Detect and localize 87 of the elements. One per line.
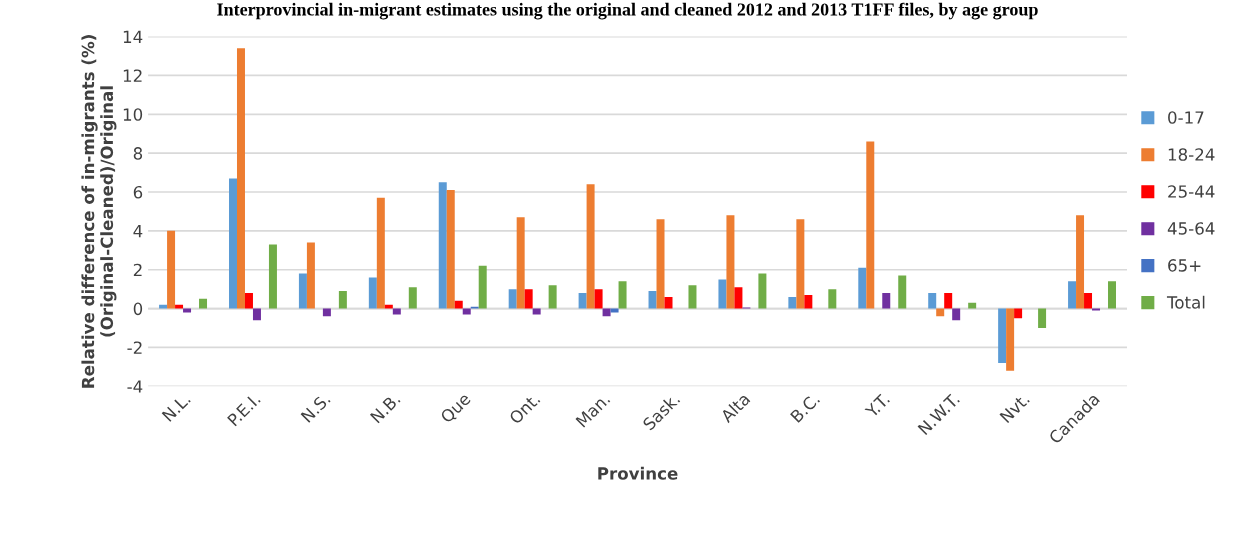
x-tick-label: N.S. [300,392,331,423]
bar [229,178,237,309]
bar [858,267,867,309]
bar [446,190,455,309]
bar [454,300,463,309]
legend-label: 0-17 [1168,111,1204,124]
y-tick-label: 2 [133,263,142,277]
y-tick-label: -4 [127,380,143,393]
legend-label: 65+ [1168,259,1201,272]
bar [167,230,176,309]
bar [578,293,587,309]
bar [524,289,533,309]
bar [298,273,307,309]
y-tick-label: -2 [127,341,142,354]
bar [322,308,331,317]
legend-label: 25-44 [1168,185,1215,198]
bar [688,285,697,309]
x-tick-label: B.C. [789,392,821,423]
bar [664,296,673,309]
x-tick-label: Alta [719,392,751,424]
x-tick-label: Que [439,391,473,425]
bar [828,289,837,309]
bar [1006,308,1015,371]
x-tick-label: Nvt. [999,392,1030,424]
x-tick-label: N.B. [369,392,401,424]
bar [928,293,937,309]
bar [602,308,611,317]
x-tick-label: Ont. [508,392,541,425]
bar [968,302,977,309]
bar [594,289,603,309]
y-tick-label: 12 [123,69,142,82]
legend-label: 18-24 [1168,148,1215,161]
bar [586,184,595,309]
bar [1084,293,1093,309]
bar [1108,281,1116,309]
legend-label: Total [1166,295,1205,309]
y-tick-label: 10 [123,108,143,121]
bar [734,287,743,309]
bar [252,308,261,321]
bar [998,308,1007,363]
legend-label: 45-64 [1167,222,1215,235]
bar [944,293,953,309]
bar [199,298,208,309]
bar [516,217,525,309]
bar [1068,281,1077,309]
y-tick-label: 8 [133,147,143,160]
bar [376,197,385,309]
bar [478,265,487,309]
bar [508,289,517,309]
bar [438,182,447,309]
bar [648,291,657,309]
bar [175,304,184,309]
y-axis-title: Relative difference of in-migrants (%) (Original-Cleaned)/Original [81,35,117,388]
bar [656,219,665,309]
bar [758,273,767,309]
bar [236,48,245,309]
bar [1038,308,1047,328]
x-axis-title: Province [598,466,678,480]
bar [548,285,557,309]
bar [898,275,907,309]
bar [882,293,891,309]
bar [1076,215,1085,309]
bar [936,308,945,317]
bar [866,141,875,309]
bar [804,294,813,309]
bar [159,304,168,309]
bar [1014,308,1023,319]
bar [788,296,797,309]
bar [268,244,277,309]
bar [368,277,377,309]
bar [796,219,805,309]
y-tick-label: 0 [133,302,143,316]
bar [952,308,961,321]
y-tick-label: 6 [133,185,143,199]
chart-title: Interprovincial in-migrant estimates using the original and cleaned 2012 and 2013 T1FF files, by age group [217,2,1038,20]
bar [408,287,417,309]
bar [718,279,727,309]
bar [244,293,253,309]
x-tick-label: Y.T. [864,392,890,419]
y-tick-label: 4 [133,225,143,238]
bar [338,291,347,309]
x-tick-label: N.L. [161,392,191,422]
bar [618,281,627,309]
y-tick-label: 14 [123,30,143,43]
bar [726,215,735,309]
bar [306,242,315,309]
bar [384,304,393,309]
